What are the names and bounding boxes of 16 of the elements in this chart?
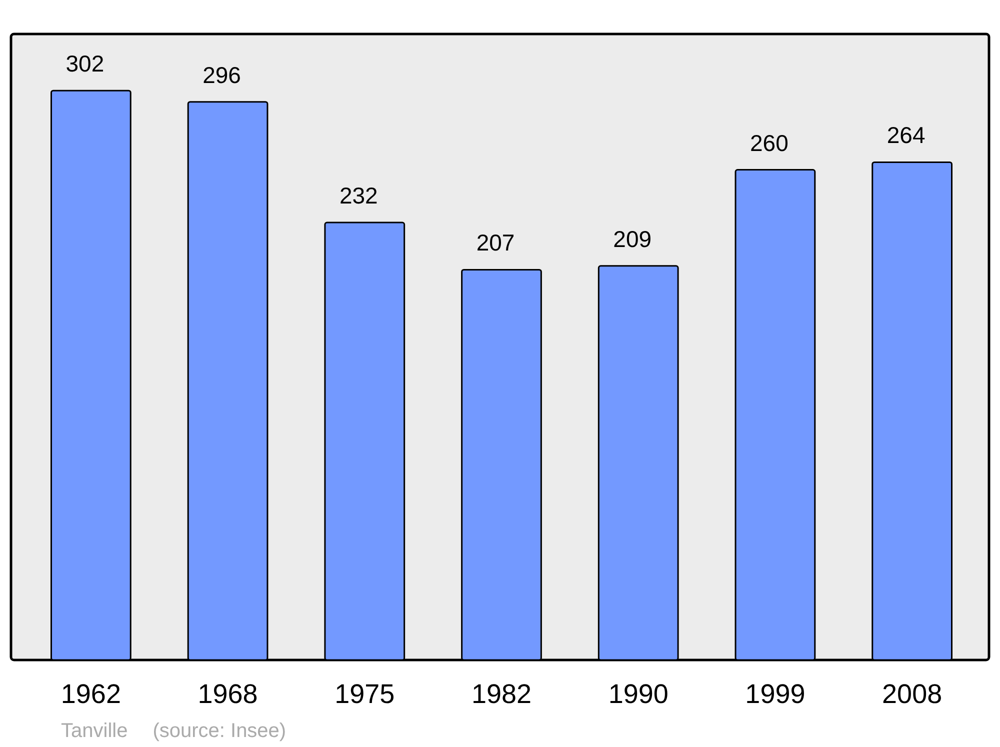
x-tick-label: 1968 [198, 679, 258, 710]
data-label: 207 [476, 230, 515, 256]
data-label: 209 [613, 226, 652, 252]
x-tick-label: 1982 [471, 679, 532, 710]
data-label: 232 [339, 182, 378, 209]
data-label: 264 [886, 122, 926, 148]
data-label: 302 [66, 50, 104, 77]
x-tick-label: 2008 [882, 679, 942, 710]
x-tick-label: 1975 [334, 679, 395, 710]
x-tick-label: 1990 [608, 679, 668, 710]
data-label: 260 [750, 130, 788, 156]
text: Tanville [61, 720, 128, 742]
text: (source: Insee) [152, 720, 286, 742]
x-tick-label: 1962 [60, 679, 121, 710]
x-tick-label: 1999 [745, 679, 806, 710]
data-label: 296 [202, 62, 241, 88]
